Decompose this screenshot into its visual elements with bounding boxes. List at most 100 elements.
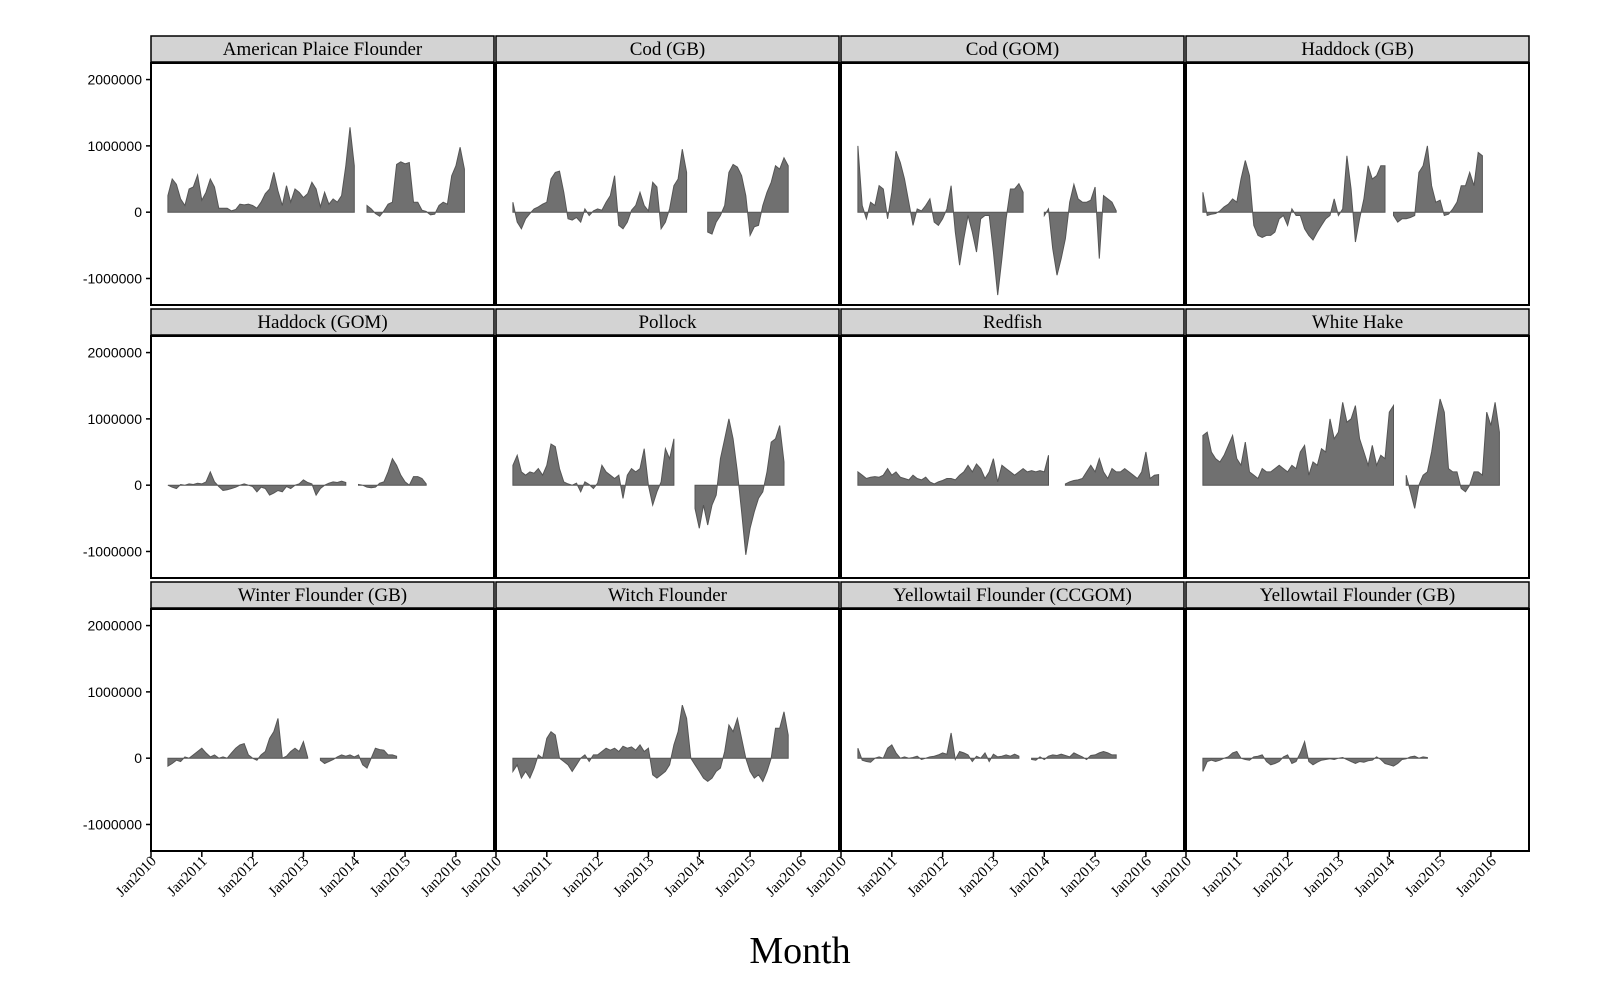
facet-panel: Pollock — [495, 308, 840, 579]
x-tick-label: Jan2011 — [509, 854, 555, 900]
x-tick-label: Jan2010 — [1148, 854, 1195, 901]
facet-panel: Haddock (GOM) -1000000 0 1000000 2000000 — [83, 308, 495, 579]
y-tick-label: 2000000 — [87, 72, 142, 88]
data-area — [857, 732, 1020, 763]
plot-background — [151, 63, 494, 305]
data-area — [1202, 155, 1386, 243]
data-area — [1202, 739, 1428, 772]
facet-strip-label: Winter Flounder (GB) — [238, 585, 407, 606]
y-tick-label: 0 — [134, 204, 142, 220]
x-tick-label: Jan2016 — [1453, 853, 1500, 900]
y-tick-label: 0 — [134, 477, 142, 493]
x-tick-label: Jan2015 — [1402, 854, 1449, 901]
plot-background — [151, 609, 494, 851]
data-area — [319, 747, 398, 769]
y-tick-label: 2000000 — [87, 345, 142, 361]
x-tick-label: Jan2015 — [367, 854, 414, 901]
facet-strip-label: Cod (GB) — [630, 39, 705, 60]
y-tick-label: -1000000 — [83, 270, 142, 286]
data-area — [512, 438, 675, 508]
x-axis-title: Month — [749, 930, 850, 972]
facet-panel: Yellowtail Flounder (GB)Jan2010 Jan2011 Ja… — [1148, 581, 1530, 901]
panel-border — [1185, 608, 1530, 852]
facet-strip — [840, 308, 1185, 336]
data-area — [167, 470, 347, 497]
facet-panel: Cod (GB) — [495, 35, 840, 306]
panel-border — [1185, 62, 1530, 306]
data-area — [1202, 402, 1394, 486]
facet-strip-label: Cod (GOM) — [966, 39, 1059, 60]
x-tick-label: Jan2012 — [560, 854, 607, 901]
facet-panel: American Plaice Flounder -1000000 0 1000000… — [83, 35, 495, 306]
facet-strip — [840, 581, 1185, 609]
x-tick-label: Jan2012 — [1250, 854, 1297, 901]
x-tick-label: Jan2013 — [956, 854, 1003, 901]
panel-border — [150, 62, 495, 306]
x-tick-label: Jan2010 — [113, 854, 160, 901]
panel-border — [495, 335, 840, 579]
facet-strip — [840, 35, 1185, 63]
facet-strip-label: Redfish — [983, 312, 1043, 333]
x-tick-label: Jan2014 — [1351, 853, 1398, 900]
facet-strip — [495, 35, 840, 63]
facet-panel: Cod (GOM) — [840, 35, 1185, 306]
plot-background — [841, 336, 1184, 578]
data-area — [694, 418, 785, 555]
x-tick-label: Jan2011 — [1199, 854, 1245, 900]
x-tick-label: Jan2014 — [661, 853, 708, 900]
facet-strip — [495, 308, 840, 336]
plot-background — [1186, 609, 1529, 851]
data-area — [857, 455, 1049, 486]
facet-strip — [150, 35, 495, 63]
panel-border — [150, 335, 495, 579]
x-tick-label: Jan2010 — [458, 854, 505, 901]
y-tick-label: -1000000 — [83, 816, 142, 832]
x-tick-label: Jan2013 — [266, 854, 313, 901]
facet-strip-label: Witch Flounder — [608, 585, 728, 606]
facet-strip-label: Yellowtail Flounder (GB) — [1260, 585, 1455, 606]
x-tick-label: Jan2014 — [316, 853, 363, 900]
plot-background — [841, 609, 1184, 851]
x-tick-label: Jan2015 — [712, 854, 759, 901]
y-tick-label: 2000000 — [87, 618, 142, 634]
data-area — [167, 718, 309, 767]
facet-strip-label: American Plaice Flounder — [223, 39, 423, 60]
facet-strip-label: Haddock (GOM) — [257, 312, 387, 333]
data-area — [167, 127, 355, 213]
x-tick-label: Jan2011 — [854, 854, 900, 900]
facet-strip-label: Haddock (GB) — [1301, 39, 1413, 60]
x-tick-label: Jan2013 — [611, 854, 658, 901]
panel-border — [840, 608, 1185, 852]
data-area — [1405, 398, 1500, 509]
x-tick-label: Jan2016 — [763, 853, 810, 900]
x-tick-label: Jan2012 — [905, 854, 952, 901]
data-area — [707, 156, 789, 238]
facet-strip — [150, 308, 495, 336]
data-area — [358, 457, 427, 489]
facet-strip-label: White Hake — [1312, 312, 1403, 333]
plot-background — [151, 336, 494, 578]
data-area — [512, 149, 688, 231]
y-tick-label: 1000000 — [87, 411, 142, 427]
data-area — [1393, 145, 1483, 223]
panel-border — [840, 62, 1185, 306]
facet-panel: White Hake — [1185, 308, 1530, 579]
x-tick-label: Jan2015 — [1057, 854, 1104, 901]
panel-border — [150, 608, 495, 852]
data-area — [1031, 750, 1117, 761]
data-area — [857, 145, 1024, 296]
facet-panel: Winter Flounder (GB) -1000000 0 1000000 2000… — [83, 581, 495, 901]
panel-border — [1185, 335, 1530, 579]
data-area — [1064, 451, 1160, 486]
x-tick-label: Jan2014 — [1006, 853, 1053, 900]
facet-panel: Haddock (GB) — [1185, 35, 1530, 306]
data-area — [512, 704, 789, 783]
y-tick-label: 0 — [134, 750, 142, 766]
facet-strip-label: Pollock — [638, 312, 697, 333]
x-tick-label: Jan2012 — [215, 854, 262, 901]
x-tick-label: Jan2011 — [164, 854, 210, 900]
facet-strip — [1185, 35, 1530, 63]
data-area — [1043, 182, 1117, 276]
facet-strip — [495, 581, 840, 609]
